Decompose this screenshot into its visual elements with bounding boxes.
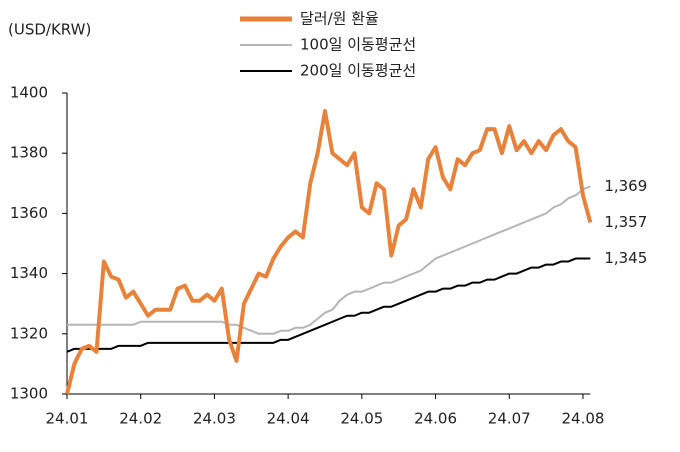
x-tick-label: 24.07 xyxy=(488,410,531,428)
y-tick-label: 1300 xyxy=(10,385,48,403)
end-label: 1,357 xyxy=(604,213,647,231)
x-tick-label: 24.04 xyxy=(267,410,310,428)
series-line xyxy=(66,257,591,353)
y-tick-label: 1380 xyxy=(10,144,48,162)
unit-label: (USD/KRW) xyxy=(8,21,91,39)
x-tick-label: 24.03 xyxy=(193,410,236,428)
end-label: 1,369 xyxy=(604,177,647,195)
legend-label: 달러/원 환율 xyxy=(300,10,379,28)
x-tick-label: 24.08 xyxy=(561,410,604,428)
y-tick-label: 1360 xyxy=(10,204,48,222)
x-tick-label: 24.06 xyxy=(414,410,457,428)
y-tick-label: 1320 xyxy=(10,324,48,342)
legend-label: 200일 이동평균선 xyxy=(300,62,416,80)
x-tick-label: 24.01 xyxy=(46,410,89,428)
y-tick-label: 1400 xyxy=(10,84,48,102)
x-tick-label: 24.02 xyxy=(119,410,162,428)
x-tick-label: 24.05 xyxy=(340,410,383,428)
series-line xyxy=(65,109,593,395)
series-line xyxy=(67,185,591,335)
y-tick-label: 1340 xyxy=(10,264,48,282)
end-label: 1,345 xyxy=(604,249,647,267)
legend-label: 100일 이동평균선 xyxy=(300,36,416,54)
